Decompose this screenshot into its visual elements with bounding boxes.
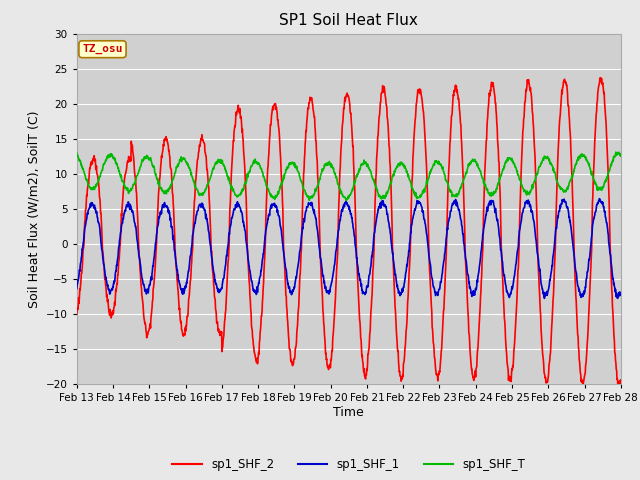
sp1_SHF_1	[596, 196, 604, 202]
X-axis label: Time: Time	[333, 406, 364, 419]
sp1_SHF_2	[73, 311, 81, 317]
sp1_SHF_2	[504, 367, 512, 373]
sp1_SHF_T	[505, 156, 513, 161]
sp1_SHF_1	[541, 296, 548, 301]
Title: SP1 Soil Heat Flux: SP1 Soil Heat Flux	[280, 13, 418, 28]
Y-axis label: Soil Heat Flux (W/m2), SoilT (C): Soil Heat Flux (W/m2), SoilT (C)	[28, 110, 40, 308]
sp1_SHF_T	[342, 198, 350, 204]
sp1_SHF_2	[617, 377, 625, 383]
sp1_SHF_1	[433, 291, 441, 297]
sp1_SHF_2	[255, 349, 262, 355]
sp1_SHF_2	[194, 156, 202, 162]
Legend: sp1_SHF_2, sp1_SHF_1, sp1_SHF_T: sp1_SHF_2, sp1_SHF_1, sp1_SHF_T	[168, 454, 530, 476]
sp1_SHF_2	[433, 372, 441, 377]
sp1_SHF_T	[617, 152, 625, 157]
Line: sp1_SHF_T: sp1_SHF_T	[77, 152, 621, 201]
Text: TZ_osu: TZ_osu	[82, 44, 123, 54]
sp1_SHF_2	[180, 331, 188, 337]
sp1_SHF_T	[194, 187, 202, 193]
Line: sp1_SHF_2: sp1_SHF_2	[77, 78, 621, 385]
sp1_SHF_T	[612, 149, 620, 155]
Line: sp1_SHF_1: sp1_SHF_1	[77, 199, 621, 299]
sp1_SHF_1	[73, 286, 81, 291]
sp1_SHF_1	[180, 288, 188, 293]
sp1_SHF_T	[73, 150, 81, 156]
sp1_SHF_1	[504, 291, 512, 297]
sp1_SHF_1	[617, 289, 625, 295]
sp1_SHF_T	[434, 159, 442, 165]
sp1_SHF_1	[194, 208, 202, 214]
sp1_SHF_T	[553, 177, 561, 183]
sp1_SHF_2	[616, 383, 623, 388]
sp1_SHF_T	[255, 160, 262, 166]
sp1_SHF_1	[553, 226, 561, 231]
sp1_SHF_T	[180, 156, 188, 162]
sp1_SHF_1	[255, 280, 262, 286]
sp1_SHF_2	[552, 208, 560, 214]
sp1_SHF_2	[596, 75, 604, 81]
